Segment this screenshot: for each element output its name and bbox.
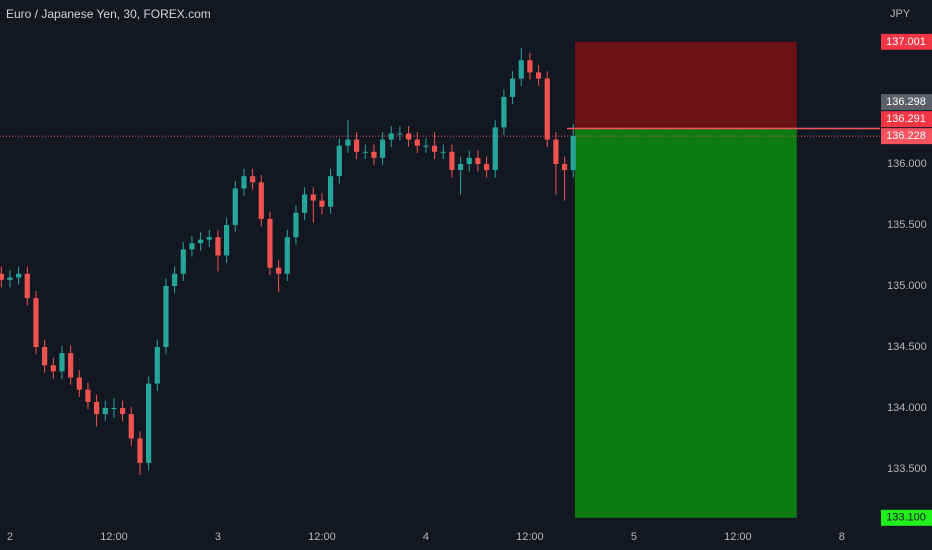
candle-body (457, 163, 464, 171)
candle-body (561, 163, 568, 171)
candle-body (68, 353, 74, 378)
candle-body (284, 237, 290, 274)
price-tag-label: 136.228 (886, 130, 926, 142)
candle-body (33, 298, 39, 347)
price-tag (881, 509, 932, 526)
x-tick-label: 12:00 (516, 531, 544, 543)
y-tick-label: 135.000 (887, 280, 927, 292)
candle-body (570, 135, 576, 171)
candle-body (483, 163, 490, 171)
candle-body (405, 133, 412, 140)
candle-body (544, 78, 550, 140)
candle-body (128, 414, 134, 439)
x-tick-label: 2 (7, 531, 13, 543)
candle-body (466, 157, 472, 164)
candle-body (7, 277, 13, 280)
price-tag (881, 128, 932, 145)
candle-body (111, 407, 117, 409)
candle-body (397, 133, 403, 135)
target-zone (574, 128, 797, 518)
candle-body (94, 401, 100, 415)
currency-label: JPY (890, 8, 911, 20)
candle-body (59, 353, 65, 372)
candle-body (0, 273, 4, 280)
candle-body (120, 407, 126, 415)
candle-body (276, 267, 282, 274)
y-tick-label: 135.500 (887, 219, 927, 231)
y-tick-label: 136.000 (887, 158, 927, 170)
price-tag-label: 137.001 (886, 36, 926, 48)
candle-body (137, 438, 143, 463)
candle-body (509, 78, 516, 97)
candle-body (379, 139, 386, 158)
candle-body (76, 377, 82, 390)
candle-body (475, 157, 481, 164)
candle-body (215, 237, 221, 256)
candle-body (50, 365, 56, 372)
candle-body (180, 249, 186, 274)
candle-body (154, 346, 160, 384)
candle-body (423, 145, 429, 147)
candle-body (431, 145, 438, 152)
candle-body (163, 285, 169, 347)
stop-zone (574, 41, 797, 129)
candle-body (189, 243, 195, 250)
candle-body (449, 151, 455, 171)
candle-body (440, 151, 446, 153)
x-tick-label: 12:00 (724, 531, 752, 543)
candle-body (414, 139, 420, 146)
candle-body (362, 151, 368, 153)
candle-body (241, 176, 247, 189)
candle-body (16, 273, 22, 278)
candle-body (501, 96, 507, 128)
price-tag-label: 136.291 (886, 113, 926, 125)
price-tag (881, 111, 932, 128)
candle-body (267, 218, 273, 268)
x-tick-label: 3 (215, 531, 221, 543)
x-tick-label: 8 (839, 531, 845, 543)
candle-body (492, 127, 498, 171)
candle-body (293, 212, 299, 238)
y-tick-label: 133.500 (887, 463, 927, 475)
candle-body (327, 176, 334, 207)
candle-body (345, 139, 351, 146)
candle-body (388, 133, 394, 140)
candle-body (224, 224, 230, 256)
price-tag-label: 133.100 (886, 512, 926, 524)
y-tick-label: 134.500 (887, 341, 927, 353)
candle-body (527, 60, 533, 73)
candle-body (102, 407, 108, 415)
candle-body (24, 273, 30, 299)
x-tick-label: 4 (423, 531, 429, 543)
candle-body (232, 188, 238, 225)
x-tick-label: 12:00 (308, 531, 336, 543)
candle-body (198, 239, 204, 244)
price-tag (881, 94, 932, 111)
candle-body (371, 151, 377, 158)
price-tag (881, 33, 932, 50)
candle-body (206, 237, 212, 240)
x-tick-label: 5 (631, 531, 637, 543)
candle-body (336, 145, 342, 177)
candle-body (553, 139, 559, 164)
candle-body (518, 60, 524, 79)
candle-body (146, 383, 152, 463)
price-tag-label: 136.298 (886, 96, 926, 108)
y-tick-label: 134.000 (887, 402, 927, 414)
candle-body (319, 200, 325, 207)
candle-body (85, 389, 91, 402)
chart-title: Euro / Japanese Yen, 30, FOREX.com (6, 7, 211, 21)
candle-body (172, 273, 178, 286)
x-tick-label: 12:00 (100, 531, 128, 543)
candle-body (42, 346, 48, 366)
candle-body (310, 194, 316, 201)
candle-body (301, 194, 308, 213)
candle-body (258, 182, 264, 219)
candle-body (535, 72, 542, 79)
candle-body (250, 176, 256, 183)
candle-body (353, 139, 360, 152)
